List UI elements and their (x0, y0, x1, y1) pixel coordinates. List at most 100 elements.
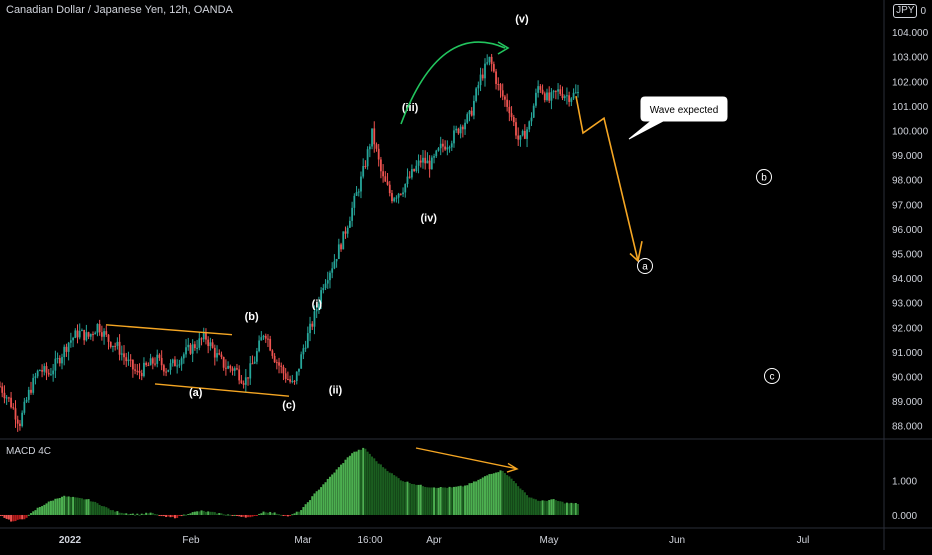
macd-bar (514, 483, 517, 515)
macd-bar (74, 497, 77, 515)
macd-bar (182, 514, 185, 516)
price-tick-label: 100.000 (892, 127, 929, 138)
macd-bar (191, 512, 194, 515)
time-tick-label: Mar (294, 535, 312, 546)
wave-label: (c) (282, 399, 296, 411)
macd-bar (100, 506, 103, 515)
candle-body (138, 370, 141, 373)
macd-bar (373, 458, 376, 515)
candle-body (61, 357, 63, 364)
price-tick-label: 101.000 (892, 102, 929, 113)
macd-bar (229, 514, 232, 516)
macd-bar (180, 514, 183, 517)
currency-code[interactable]: JPY (893, 4, 918, 18)
macd-bar (85, 499, 88, 515)
macd-bar (450, 487, 453, 515)
macd-bar (492, 473, 495, 515)
candle-body (486, 62, 489, 64)
candle-body (552, 90, 555, 93)
indicator-label[interactable]: MACD 4C (6, 446, 52, 457)
macd-bar (109, 510, 112, 515)
macd-bar (61, 496, 64, 515)
macd-layer (0, 447, 579, 522)
candle-body (439, 143, 442, 149)
macd-bar (306, 502, 309, 515)
candle-body (289, 379, 292, 382)
future-wave-label: b (761, 173, 767, 184)
candle-body (45, 366, 48, 373)
currency-badge[interactable]: JPY 0 (893, 4, 926, 18)
candle-body (515, 122, 517, 136)
candle-body (47, 372, 50, 375)
candle-body (455, 128, 458, 131)
candle-body (566, 95, 568, 97)
candle-body (479, 74, 482, 86)
candle-body (422, 157, 424, 163)
candle-body (160, 357, 163, 366)
wave-label: (b) (245, 311, 259, 323)
price-tick-label: 103.000 (892, 53, 929, 64)
candle-body (539, 86, 542, 90)
candle-body (468, 110, 471, 115)
macd-bar (530, 497, 533, 515)
macd-bar (89, 501, 92, 515)
price-tick-label: 91.000 (892, 348, 923, 359)
candle-body (56, 358, 59, 360)
candle-body (134, 369, 136, 371)
candle-body (484, 63, 486, 79)
candle-body (572, 92, 575, 99)
price-tick-label: 88.000 (892, 422, 923, 433)
macd-bar (216, 513, 219, 515)
candle-body (213, 347, 216, 358)
macd-bar (477, 479, 480, 515)
macd-bar (280, 514, 283, 516)
candle-body (317, 303, 320, 309)
macd-bar (169, 514, 172, 518)
macd-bar (32, 511, 35, 515)
candle-body (191, 344, 194, 354)
channel-lower-line (154, 383, 290, 397)
macd-bar (417, 484, 420, 515)
candle-body (103, 331, 105, 337)
candle-body (373, 128, 376, 145)
candle-body (151, 358, 154, 364)
candle-body (167, 369, 170, 372)
macd-bar (1, 514, 4, 517)
candle-body (156, 354, 159, 364)
macd-bar (10, 514, 13, 522)
macd-bar (251, 514, 254, 517)
candle-body (129, 359, 132, 361)
macd-bar (220, 513, 223, 515)
callout-bubble (628, 96, 728, 140)
candle-body (89, 333, 92, 337)
channel-upper-line (105, 324, 233, 336)
candle-body (267, 338, 269, 340)
candle-body (433, 156, 435, 158)
candle-body (83, 329, 86, 341)
macd-bar (470, 483, 473, 515)
symbol-title[interactable]: Canadian Dollar / Japanese Yen, 12h, OAN… (6, 4, 233, 16)
candle-body (517, 135, 520, 140)
candle-body (145, 362, 148, 366)
candle-body (329, 272, 331, 281)
macd-bar (56, 498, 59, 515)
candle-body (399, 193, 402, 195)
candle-body (7, 397, 10, 399)
macd-bar (572, 503, 575, 515)
candle-body (275, 362, 278, 364)
candle-body (193, 344, 196, 349)
candle-body (114, 345, 117, 347)
wave-arc-arrow (400, 41, 506, 125)
macd-bar (415, 484, 418, 515)
macd-bar (103, 506, 106, 515)
macd-bar (258, 513, 261, 515)
candle-body (342, 231, 345, 250)
candle-body (185, 347, 187, 355)
candle-body (554, 90, 557, 92)
macd-bar (0, 514, 1, 516)
candle-body (313, 311, 316, 327)
macd-bar (72, 496, 75, 515)
candle-body (116, 341, 119, 346)
candle-body (202, 332, 205, 340)
